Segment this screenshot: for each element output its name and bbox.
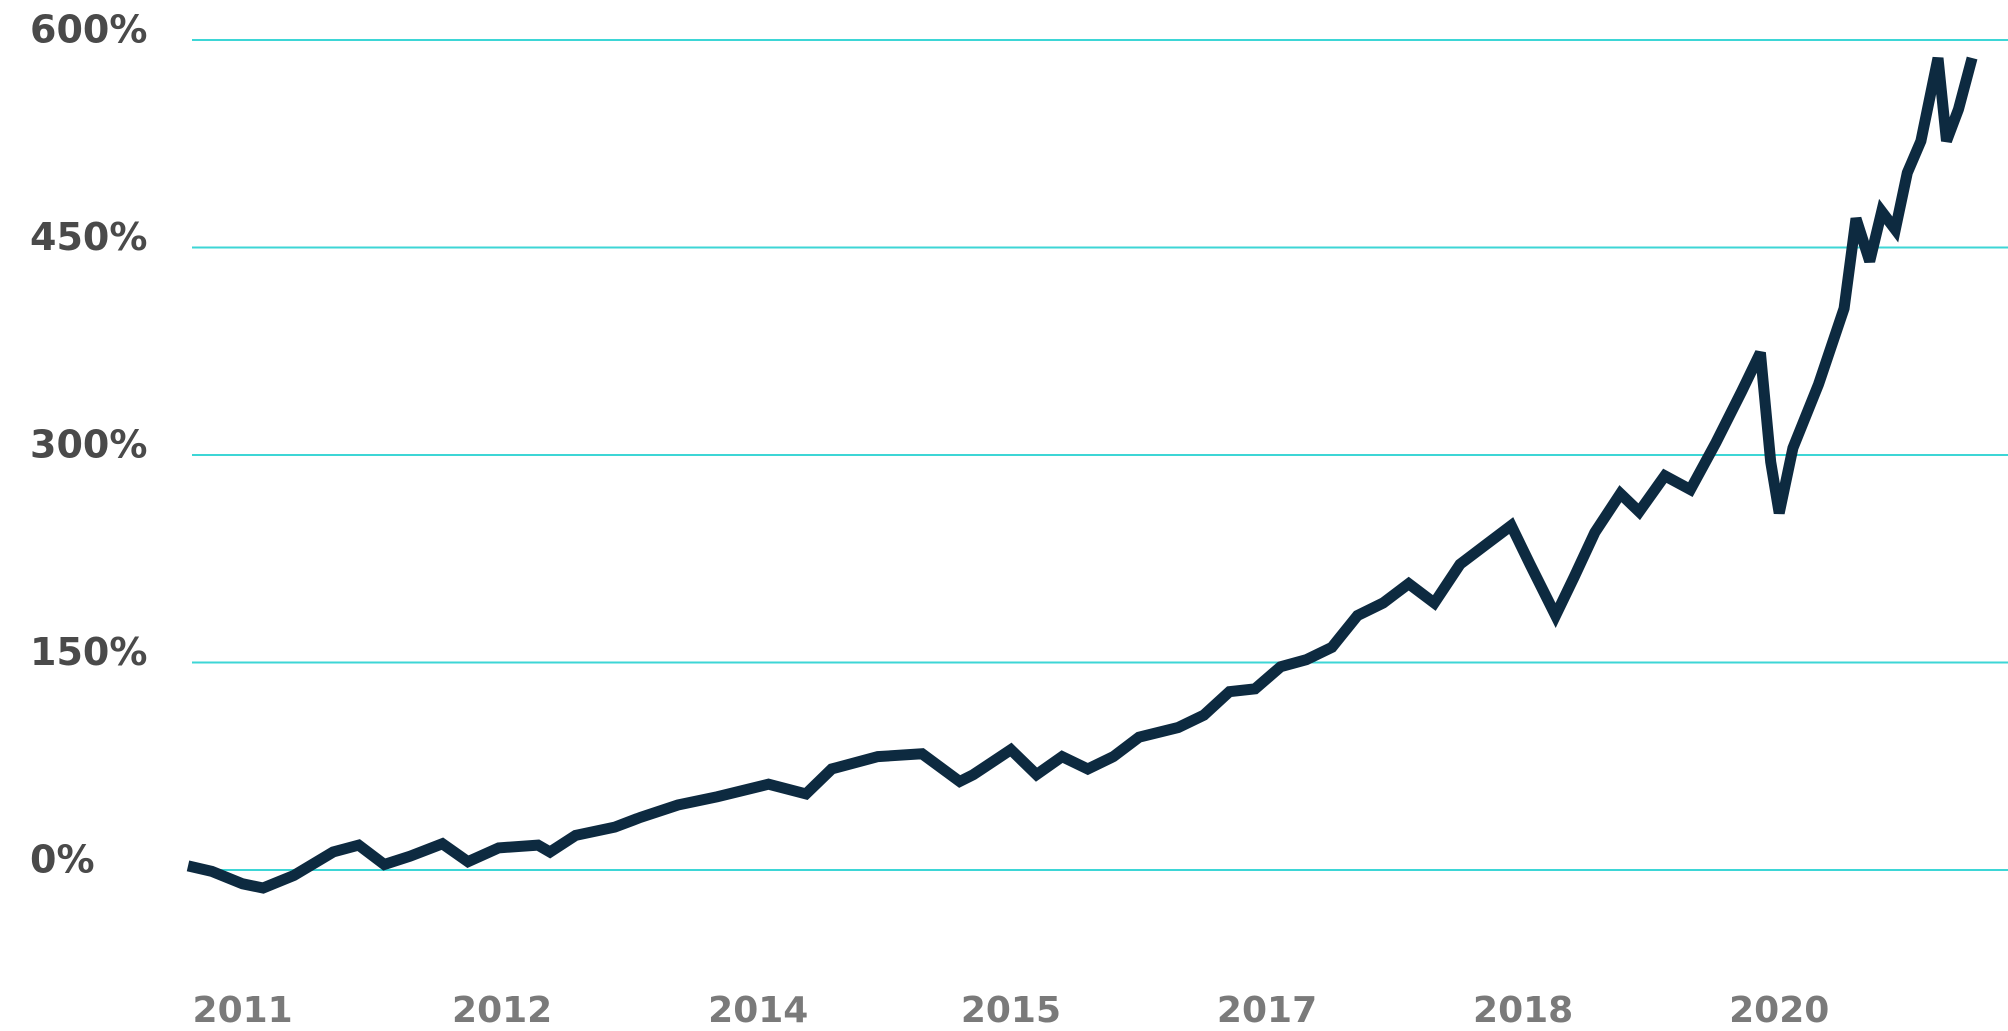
line <box>186 56 1978 894</box>
x-tick-label: 2018 <box>1473 990 1573 1027</box>
y-tick-label: 150% <box>30 630 147 674</box>
y-tick-label: 600% <box>30 8 147 52</box>
x-tick-label: 2014 <box>708 990 808 1027</box>
x-tick-label: 2017 <box>1217 990 1317 1027</box>
x-tick-label: 2012 <box>452 990 552 1027</box>
y-tick-label: 450% <box>30 215 147 259</box>
x-tick-label: 2020 <box>1729 990 1829 1027</box>
y-tick-label: 300% <box>30 423 147 467</box>
x-tick-label: 2011 <box>193 990 293 1027</box>
x-tick-label: 2015 <box>961 990 1061 1027</box>
y-tick-label: 0% <box>30 838 95 882</box>
